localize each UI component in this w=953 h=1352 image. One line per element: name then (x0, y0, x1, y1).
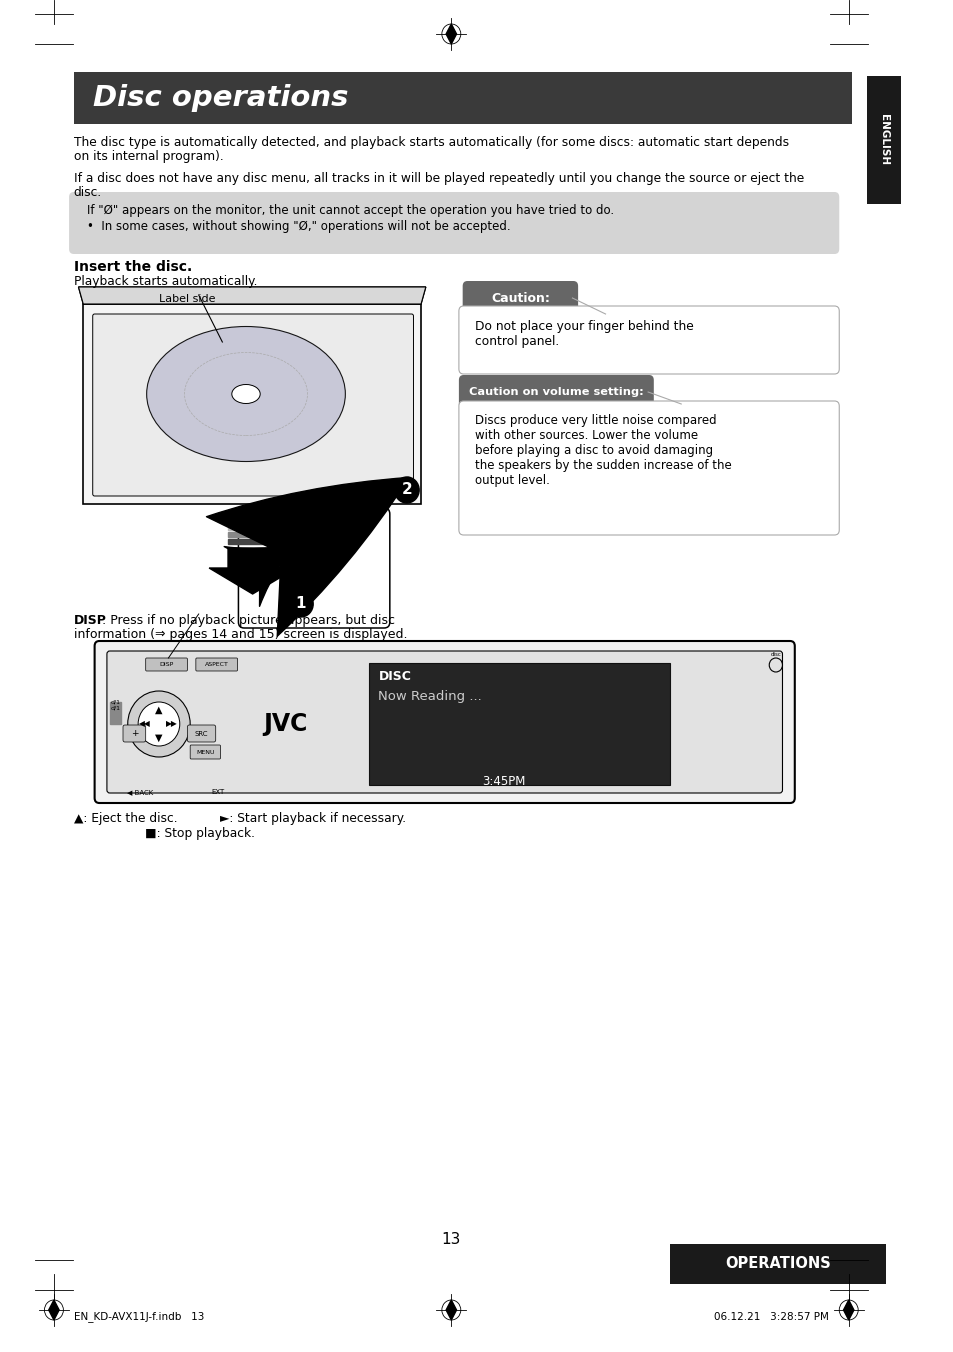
Circle shape (395, 477, 418, 503)
Text: JVC: JVC (263, 713, 308, 735)
Text: ►: Start playback if necessary.: ►: Start playback if necessary. (219, 813, 405, 825)
Polygon shape (49, 1301, 59, 1320)
Polygon shape (78, 287, 425, 304)
Ellipse shape (232, 384, 260, 403)
Text: ▲: Eject the disc.: ▲: Eject the disc. (73, 813, 177, 825)
Text: Do not place your finger behind the: Do not place your finger behind the (475, 320, 693, 333)
Text: disc: disc (770, 652, 781, 657)
FancyBboxPatch shape (94, 641, 794, 803)
Text: EXT: EXT (211, 790, 224, 795)
Text: 06.12.21   3:28:57 PM: 06.12.21 3:28:57 PM (713, 1311, 828, 1322)
FancyBboxPatch shape (107, 652, 781, 794)
Text: MENU: MENU (196, 749, 214, 754)
Polygon shape (83, 304, 420, 504)
FancyBboxPatch shape (92, 314, 413, 496)
Ellipse shape (147, 326, 345, 461)
Bar (228, 525, 277, 530)
Text: ◀◀: ◀◀ (139, 719, 151, 729)
Polygon shape (842, 1301, 853, 1320)
Text: Caution:: Caution: (491, 292, 549, 304)
FancyBboxPatch shape (458, 306, 839, 375)
Text: output level.: output level. (475, 475, 549, 487)
Text: disc.: disc. (73, 187, 102, 199)
Text: Insert the disc.: Insert the disc. (73, 260, 192, 274)
Text: ▼: ▼ (155, 733, 163, 744)
Text: DISP: DISP (73, 614, 107, 627)
FancyBboxPatch shape (195, 658, 237, 671)
Text: the speakers by the sudden increase of the: the speakers by the sudden increase of t… (475, 458, 731, 472)
Text: +: + (131, 730, 138, 738)
FancyBboxPatch shape (458, 375, 653, 410)
Text: ▲: ▲ (155, 704, 163, 715)
FancyBboxPatch shape (146, 658, 187, 671)
Text: Disc operations: Disc operations (92, 84, 348, 112)
Text: control panel.: control panel. (475, 335, 558, 347)
Text: SRC: SRC (194, 731, 208, 737)
Text: DISP: DISP (159, 662, 173, 668)
Text: If a disc does not have any disc menu, all tracks in it will be played repeatedl: If a disc does not have any disc menu, a… (73, 172, 803, 185)
Text: ■: Stop playback.: ■: Stop playback. (145, 827, 254, 840)
Bar (228, 539, 277, 544)
Polygon shape (446, 1301, 456, 1320)
Circle shape (138, 702, 179, 746)
Text: : Press if no playback picture appears, but disc: : Press if no playback picture appears, … (102, 614, 395, 627)
Text: Playback starts automatically.: Playback starts automatically. (73, 274, 257, 288)
Polygon shape (446, 24, 456, 45)
Text: EN_KD-AVX11J-f.indb   13: EN_KD-AVX11J-f.indb 13 (73, 1311, 204, 1322)
Text: Label side: Label side (159, 293, 215, 304)
Bar (110, 702, 121, 725)
Circle shape (128, 691, 190, 757)
FancyBboxPatch shape (462, 281, 578, 315)
Text: Discs produce very little noise compared: Discs produce very little noise compared (475, 414, 716, 427)
Text: DISC: DISC (378, 671, 411, 683)
Polygon shape (78, 287, 425, 304)
Text: ENGLISH: ENGLISH (878, 115, 888, 165)
FancyBboxPatch shape (669, 1244, 884, 1284)
Polygon shape (209, 548, 295, 594)
Text: before playing a disc to avoid damaging: before playing a disc to avoid damaging (475, 443, 712, 457)
FancyBboxPatch shape (73, 72, 851, 124)
Text: •  In some cases, without showing "Ø," operations will not be accepted.: • In some cases, without showing "Ø," op… (87, 220, 510, 233)
Polygon shape (280, 530, 317, 552)
Circle shape (288, 591, 313, 617)
FancyBboxPatch shape (123, 725, 146, 742)
Text: with other sources. Lower the volume: with other sources. Lower the volume (475, 429, 698, 442)
Text: Caution on volume setting:: Caution on volume setting: (469, 387, 643, 397)
Text: 2: 2 (401, 483, 412, 498)
FancyBboxPatch shape (458, 402, 839, 535)
Text: information (⇒ pages 14 and 15) screen is displayed.: information (⇒ pages 14 and 15) screen i… (73, 627, 407, 641)
FancyBboxPatch shape (190, 745, 220, 758)
Text: 1: 1 (295, 596, 306, 611)
Bar (228, 531, 277, 537)
Bar (280, 553, 317, 558)
FancyBboxPatch shape (369, 662, 669, 786)
Text: The disc type is automatically detected, and playback starts automatically (for : The disc type is automatically detected,… (73, 137, 788, 149)
Text: on its internal program).: on its internal program). (73, 150, 223, 164)
Text: 13: 13 (441, 1233, 460, 1248)
FancyBboxPatch shape (865, 76, 900, 204)
FancyBboxPatch shape (69, 192, 839, 254)
Text: 3:45PM: 3:45PM (482, 775, 525, 788)
Text: OPERATIONS: OPERATIONS (724, 1256, 830, 1271)
FancyBboxPatch shape (238, 508, 390, 627)
Text: ▶▶: ▶▶ (166, 719, 178, 729)
Text: ASPECT: ASPECT (205, 662, 229, 668)
Text: ◀ BACK: ◀ BACK (127, 790, 153, 795)
Text: If "Ø" appears on the monitor, the unit cannot accept the operation you have tri: If "Ø" appears on the monitor, the unit … (87, 204, 614, 218)
Text: Now Reading ...: Now Reading ... (378, 690, 481, 703)
Text: d/1
d/1: d/1 d/1 (111, 700, 120, 711)
FancyBboxPatch shape (187, 725, 215, 742)
